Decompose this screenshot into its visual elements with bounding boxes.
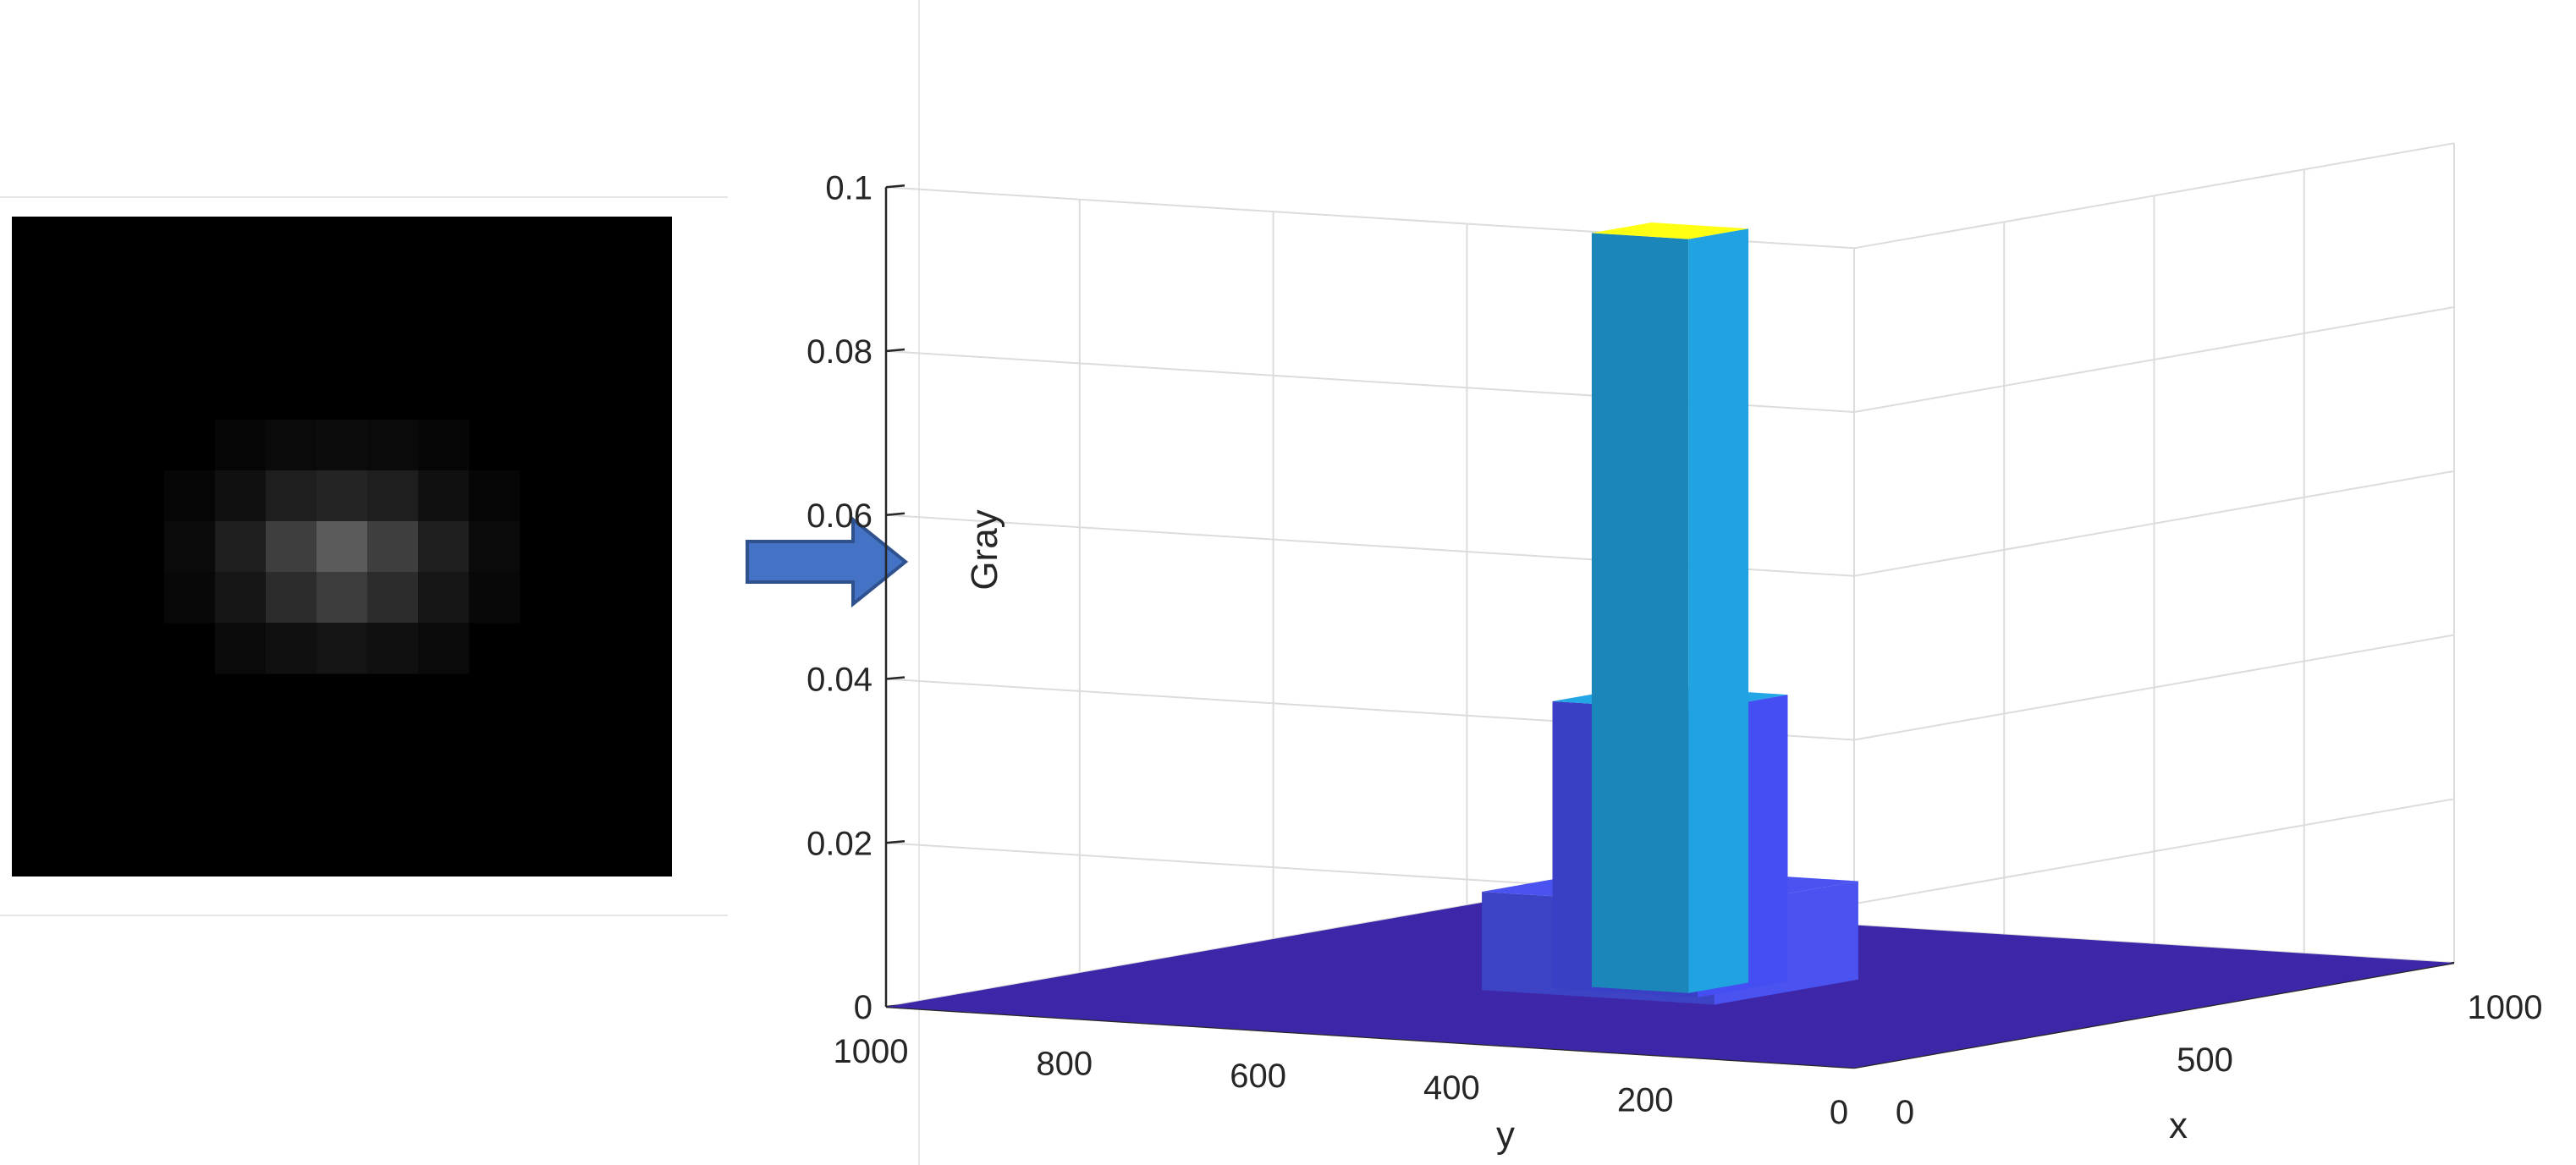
- psf-pixel: [215, 521, 267, 573]
- z-axis-label: Gray: [964, 509, 1005, 590]
- psf-pixel: [215, 470, 267, 522]
- psf-pixel: [164, 521, 216, 573]
- z-tick: [885, 676, 905, 680]
- z-tick-label: 0.1: [825, 169, 872, 206]
- psf-pixel: [316, 470, 368, 522]
- grid-line: [1853, 142, 2455, 250]
- psf-pixel: [164, 470, 216, 522]
- bar3d-chart: 0 0.02 0.04 0.06 0.08 0.1 0 200 400 600 800 1000 0 50…: [806, 142, 2542, 1156]
- z-tick-label: 0: [854, 989, 872, 1026]
- z-tick: [885, 348, 905, 353]
- psf-pixel: [418, 572, 470, 624]
- z-tick-label: 0.04: [806, 662, 872, 699]
- psf-pixel: [418, 470, 470, 522]
- center-column-front: [1688, 228, 1749, 993]
- x-axis-label: x: [2169, 1105, 2188, 1146]
- y-tick-label: 200: [1617, 1082, 1674, 1119]
- y-tick-label: 800: [1036, 1045, 1093, 1082]
- z-tick-label: 0.08: [806, 333, 872, 371]
- chart-surface: [886, 223, 2454, 1068]
- psf-pixel: [469, 572, 520, 624]
- z-tick-label: 0.02: [806, 825, 872, 862]
- x-tick-label: 1000: [2468, 989, 2543, 1026]
- center-column-side: [1591, 233, 1689, 993]
- psf-pixel: [215, 623, 267, 674]
- psf-pixel: [266, 521, 317, 573]
- y-axis-label: y: [1496, 1114, 1515, 1156]
- psf-pixel: [316, 521, 368, 573]
- y-tick-label: 0: [1830, 1094, 1848, 1131]
- x-tick-label: 500: [2177, 1041, 2233, 1079]
- psf-pixel: [164, 572, 216, 624]
- psf-pixel: [266, 470, 317, 522]
- y-tick-label: 600: [1230, 1058, 1286, 1095]
- y-tick-label: 400: [1423, 1069, 1480, 1107]
- x-tick-label: 0: [1896, 1094, 1914, 1131]
- psf-pixel: [367, 623, 419, 674]
- z-tick: [885, 184, 905, 189]
- psf-pixel: [316, 572, 368, 624]
- psf-pixel: [266, 420, 317, 471]
- z-tick: [885, 840, 905, 844]
- psf-pixel: [418, 420, 470, 471]
- psf-pixel: [367, 521, 419, 573]
- psf-pixel: [316, 420, 368, 471]
- z-tick-label: 0.06: [806, 497, 872, 535]
- psf-pixel: [469, 521, 520, 573]
- psf-pixel: [418, 521, 470, 573]
- center-column-top: [1591, 223, 1749, 239]
- psf-pixel: [215, 420, 267, 471]
- psf-pixel: [367, 572, 419, 624]
- psf-panel: [0, 196, 728, 916]
- psf-pixel: [469, 470, 520, 522]
- z-tick: [885, 512, 905, 517]
- y-tick-label: 1000: [834, 1033, 909, 1070]
- psf-pixel: [266, 623, 317, 674]
- psf-pixel: [316, 623, 368, 674]
- psf-pixel: [418, 623, 470, 674]
- psf-pixel: [367, 470, 419, 522]
- psf-pixel: [215, 572, 267, 624]
- psf-pixel: [266, 572, 317, 624]
- psf-image: [164, 420, 520, 674]
- tick-labels: 0 0.02 0.04 0.06 0.08 0.1 0 200 400 600 800 1000 0 50…: [806, 169, 2542, 1131]
- psf-pixel: [367, 420, 419, 471]
- right-arrow-icon: [746, 515, 909, 608]
